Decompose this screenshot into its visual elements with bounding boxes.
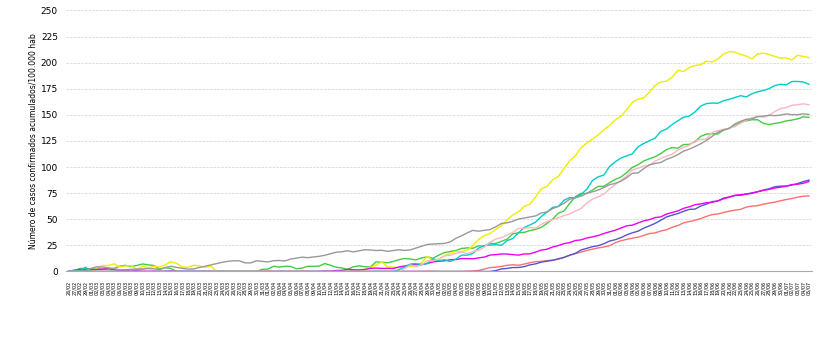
Incidencia.Granada. — [485, 231, 495, 236]
Incidencia.Córdoba. — [638, 159, 648, 163]
Incidencia.Jaén. — [92, 269, 102, 274]
Incidencia.Huelva. — [63, 269, 73, 274]
Incidencia.Málaga. — [638, 164, 648, 168]
Incidencia.Granada. — [194, 264, 204, 268]
Incidencia.Málaga. — [194, 269, 204, 274]
Incidencia.Jaén. — [609, 160, 619, 164]
Incidencia.Almería. — [803, 194, 813, 198]
Incidencia.Cádiz. — [485, 269, 495, 274]
Incidencia.Sevilla. — [638, 167, 648, 171]
Incidencia.Cádiz. — [524, 263, 534, 267]
Incidencia.Jaén. — [485, 243, 495, 247]
Incidencia.Almería. — [194, 269, 204, 274]
Line: Incidencia.Málaga.: Incidencia.Málaga. — [68, 104, 808, 271]
Incidencia.Huelva. — [92, 267, 102, 271]
Line: Incidencia.Sevilla.: Incidencia.Sevilla. — [68, 114, 808, 271]
Incidencia.Almería. — [63, 269, 73, 274]
Incidencia.Málaga. — [798, 102, 808, 106]
Line: Incidencia.Jaén.: Incidencia.Jaén. — [68, 81, 808, 271]
Incidencia.Córdoba. — [798, 115, 808, 119]
Incidencia.Granada. — [92, 266, 102, 270]
Incidencia.Granada. — [803, 55, 813, 60]
Line: Incidencia.Huelva.: Incidencia.Huelva. — [68, 182, 808, 271]
Incidencia.Granada. — [609, 118, 619, 122]
Incidencia.Granada. — [524, 202, 534, 206]
Incidencia.Cádiz. — [63, 269, 73, 274]
Incidencia.Jaén. — [792, 79, 802, 84]
Incidencia.Málaga. — [803, 103, 813, 107]
Incidencia.Córdoba. — [609, 177, 619, 181]
Incidencia.Cádiz. — [638, 226, 648, 230]
Incidencia.Jaén. — [524, 223, 534, 227]
Incidencia.Córdoba. — [92, 267, 102, 271]
Incidencia.Huelva. — [803, 180, 813, 184]
Incidencia.Sevilla. — [798, 112, 808, 116]
Line: Incidencia.Granada.: Incidencia.Granada. — [68, 52, 808, 271]
Incidencia.Málaga. — [609, 182, 619, 187]
Line: Incidencia.Almería.: Incidencia.Almería. — [68, 196, 808, 271]
Incidencia.Jaén. — [803, 82, 813, 86]
Incidencia.Almería. — [524, 261, 534, 265]
Incidencia.Granada. — [638, 96, 648, 100]
Incidencia.Granada. — [63, 269, 73, 274]
Incidencia.Huelva. — [609, 228, 619, 232]
Incidencia.Córdoba. — [524, 229, 534, 233]
Incidencia.Almería. — [485, 266, 495, 270]
Incidencia.Cádiz. — [803, 178, 813, 182]
Incidencia.Sevilla. — [803, 112, 813, 117]
Incidencia.Granada. — [723, 50, 733, 54]
Incidencia.Huelva. — [194, 269, 204, 274]
Incidencia.Sevilla. — [92, 264, 102, 269]
Incidencia.Córdoba. — [194, 269, 204, 274]
Incidencia.Málaga. — [92, 269, 102, 274]
Incidencia.Jaén. — [194, 269, 204, 274]
Incidencia.Málaga. — [63, 269, 73, 274]
Incidencia.Jaén. — [638, 141, 648, 145]
Incidencia.Sevilla. — [485, 228, 495, 232]
Incidencia.Cádiz. — [194, 269, 204, 274]
Incidencia.Córdoba. — [803, 115, 813, 119]
Incidencia.Jaén. — [63, 269, 73, 274]
Y-axis label: Número de casos confirmados acumulados/100.000 hab: Número de casos confirmados acumulados/1… — [29, 33, 38, 249]
Incidencia.Cádiz. — [609, 238, 619, 242]
Incidencia.Córdoba. — [63, 269, 73, 274]
Incidencia.Cádiz. — [92, 269, 102, 274]
Incidencia.Málaga. — [485, 240, 495, 244]
Incidencia.Málaga. — [524, 226, 534, 230]
Incidencia.Huelva. — [485, 253, 495, 257]
Line: Incidencia.Cádiz.: Incidencia.Cádiz. — [68, 180, 808, 271]
Incidencia.Almería. — [638, 233, 648, 237]
Incidencia.Huelva. — [638, 219, 648, 223]
Incidencia.Sevilla. — [609, 181, 619, 185]
Incidencia.Sevilla. — [194, 266, 204, 270]
Line: Incidencia.Córdoba.: Incidencia.Córdoba. — [68, 117, 808, 271]
Incidencia.Sevilla. — [63, 269, 73, 274]
Incidencia.Sevilla. — [524, 215, 534, 219]
Incidencia.Huelva. — [524, 252, 534, 256]
Incidencia.Córdoba. — [485, 241, 495, 245]
Incidencia.Almería. — [609, 240, 619, 245]
Incidencia.Almería. — [92, 269, 102, 274]
